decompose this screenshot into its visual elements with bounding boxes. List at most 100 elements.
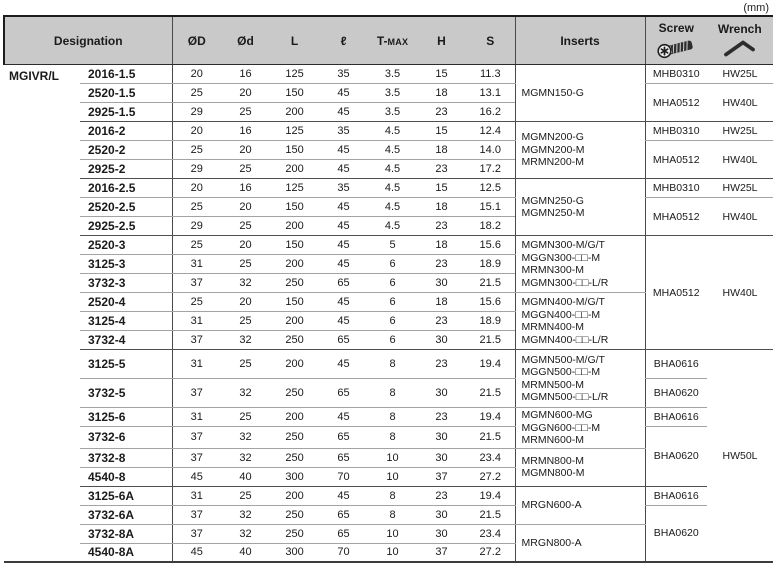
t-max-cell: 3.5 [368, 102, 418, 122]
len-small-cell: 65 [319, 448, 369, 468]
designation-cell: 3732-8 [80, 448, 173, 468]
h-cell: 30 [417, 330, 467, 350]
screw-cell: BHA0616 [644, 407, 708, 427]
len-small-cell: 65 [319, 273, 369, 293]
col-header-screw: Screw [644, 15, 708, 65]
table-row: 3125-6 31 25 200 45 8 23 19.4 MGMN600-MG MGGN600-… [4, 407, 773, 449]
insert-designation: MGMN400-M/G/T [521, 296, 605, 308]
insert-designation: MGGN500-□□-M [521, 366, 601, 378]
s-cell: 21.5 [466, 378, 516, 408]
t-max-cell: 8 [368, 378, 418, 408]
col-header-wrench: Wrench [707, 15, 773, 65]
d-big-cell: 45 [172, 543, 222, 563]
s-cell: 18.9 [466, 311, 516, 331]
inserts-cell: MRMN800-M MGMN800-M [514, 448, 646, 487]
len-small-cell: 35 [319, 64, 369, 84]
t-max-cell: 8 [368, 407, 418, 427]
len-cell: 150 [270, 235, 320, 255]
d-small-cell: 20 [221, 83, 271, 103]
d-big-cell: 31 [172, 311, 222, 331]
d-big-cell: 25 [172, 292, 222, 312]
d-big-cell: 29 [172, 216, 222, 236]
d-big-cell: 37 [172, 273, 222, 293]
inserts-cell: MRGN600-A [514, 486, 646, 525]
h-cell: 30 [417, 448, 467, 468]
designation-cell: 4540-8A [80, 543, 173, 563]
len-small-cell: 45 [319, 292, 369, 312]
len-cell: 125 [270, 178, 320, 198]
len-cell: 250 [270, 505, 320, 525]
len-small-cell: 65 [319, 524, 369, 544]
d-big-cell: 37 [172, 330, 222, 350]
d-small-cell: 25 [221, 216, 271, 236]
t-max-cell: 6 [368, 273, 418, 293]
s-cell: 27.2 [466, 467, 516, 487]
len-small-cell: 65 [319, 505, 369, 525]
h-cell: 23 [417, 216, 467, 236]
insert-designation: MGGN300-□□-M [521, 251, 601, 264]
insert-designation: MRGN800-A [521, 536, 582, 549]
table-row: 4540-8 45 40 300 70 10 37 27.2 [4, 467, 773, 487]
len-cell: 125 [270, 64, 320, 84]
d-big-cell: 25 [172, 197, 222, 217]
s-cell: 14.0 [466, 140, 516, 160]
s-cell: 21.5 [466, 505, 516, 525]
d-big-cell: 37 [172, 426, 222, 449]
s-cell: 19.4 [466, 407, 516, 427]
d-big-cell: 29 [172, 102, 222, 122]
d-small-cell: 25 [221, 407, 271, 427]
designation-cell: 2925-1.5 [80, 102, 173, 122]
table-body: MGIVR/L 2016-1.5 20 16 125 35 3.5 15 11.3 MGMN150… [4, 64, 773, 563]
d-big-cell: 37 [172, 448, 222, 468]
screw-label: Screw [658, 20, 694, 35]
d-small-cell: 25 [221, 102, 271, 122]
d-big-cell: 31 [172, 349, 222, 379]
len-cell: 200 [270, 102, 320, 122]
len-cell: 250 [270, 378, 320, 408]
tmax-label-sub: MAX [387, 36, 409, 47]
col-header-neck-diameter: Ød [221, 15, 271, 65]
designation-cell: 2925-2 [80, 159, 173, 179]
col-header-designation: Designation [2, 15, 173, 65]
d-big-cell: 31 [172, 254, 222, 274]
h-cell: 23 [417, 407, 467, 427]
t-max-cell: 3.5 [368, 83, 418, 103]
wrench-cell: HW25L [707, 121, 773, 141]
d-big-cell: 31 [172, 486, 222, 506]
h-cell: 30 [417, 273, 467, 293]
screw-cell: MHB0310 [644, 64, 708, 84]
screw-cell: BHA0616 [644, 349, 708, 379]
tool-spec-table: Designation ØD Ød L ℓ T-MAX H S Inserts … [2, 15, 773, 563]
t-max-cell: 6 [368, 292, 418, 312]
insert-designation: MGMN800-M [521, 467, 585, 479]
len-cell: 250 [270, 330, 320, 350]
t-max-cell: 4.5 [368, 197, 418, 217]
d-big-cell: 20 [172, 178, 222, 198]
screw-cell: BHA0616 [644, 486, 708, 506]
table-row: 2520-1.5 25 20 150 45 3.5 18 13.1 MHA0512 HW40L [4, 83, 773, 122]
len-small-cell: 45 [319, 235, 369, 255]
insert-designation: MGMN150-G [521, 86, 584, 99]
col-header-effective-length: ℓ [319, 15, 369, 65]
table-row: 2016-2 20 16 125 35 4.5 15 12.4 MGMN200-G MGMN200… [4, 121, 773, 179]
table-row: 3125-3 31 25 200 45 6 23 18.9 [4, 254, 773, 274]
screw-cell: BHA0620 [644, 505, 708, 563]
h-cell: 15 [417, 64, 467, 84]
designation-cell: 2520-3 [80, 235, 173, 255]
len-cell: 300 [270, 543, 320, 563]
d-small-cell: 32 [221, 330, 271, 350]
d-small-cell: 25 [221, 349, 271, 379]
col-header-tmax: T-MAX [368, 15, 418, 65]
wrench-cell: HW25L [707, 178, 773, 198]
insert-designation: MGMN200-M [521, 143, 585, 156]
insert-designation: MGMN300-□□-L/R [521, 276, 609, 289]
tmax-label-main: T- [376, 33, 388, 48]
s-cell: 15.6 [466, 292, 516, 312]
len-small-cell: 45 [319, 159, 369, 179]
designation-cell: 3125-5 [80, 349, 173, 379]
t-max-cell: 10 [368, 543, 418, 563]
h-cell: 23 [417, 102, 467, 122]
d-big-cell: 25 [172, 83, 222, 103]
d-small-cell: 20 [221, 197, 271, 217]
